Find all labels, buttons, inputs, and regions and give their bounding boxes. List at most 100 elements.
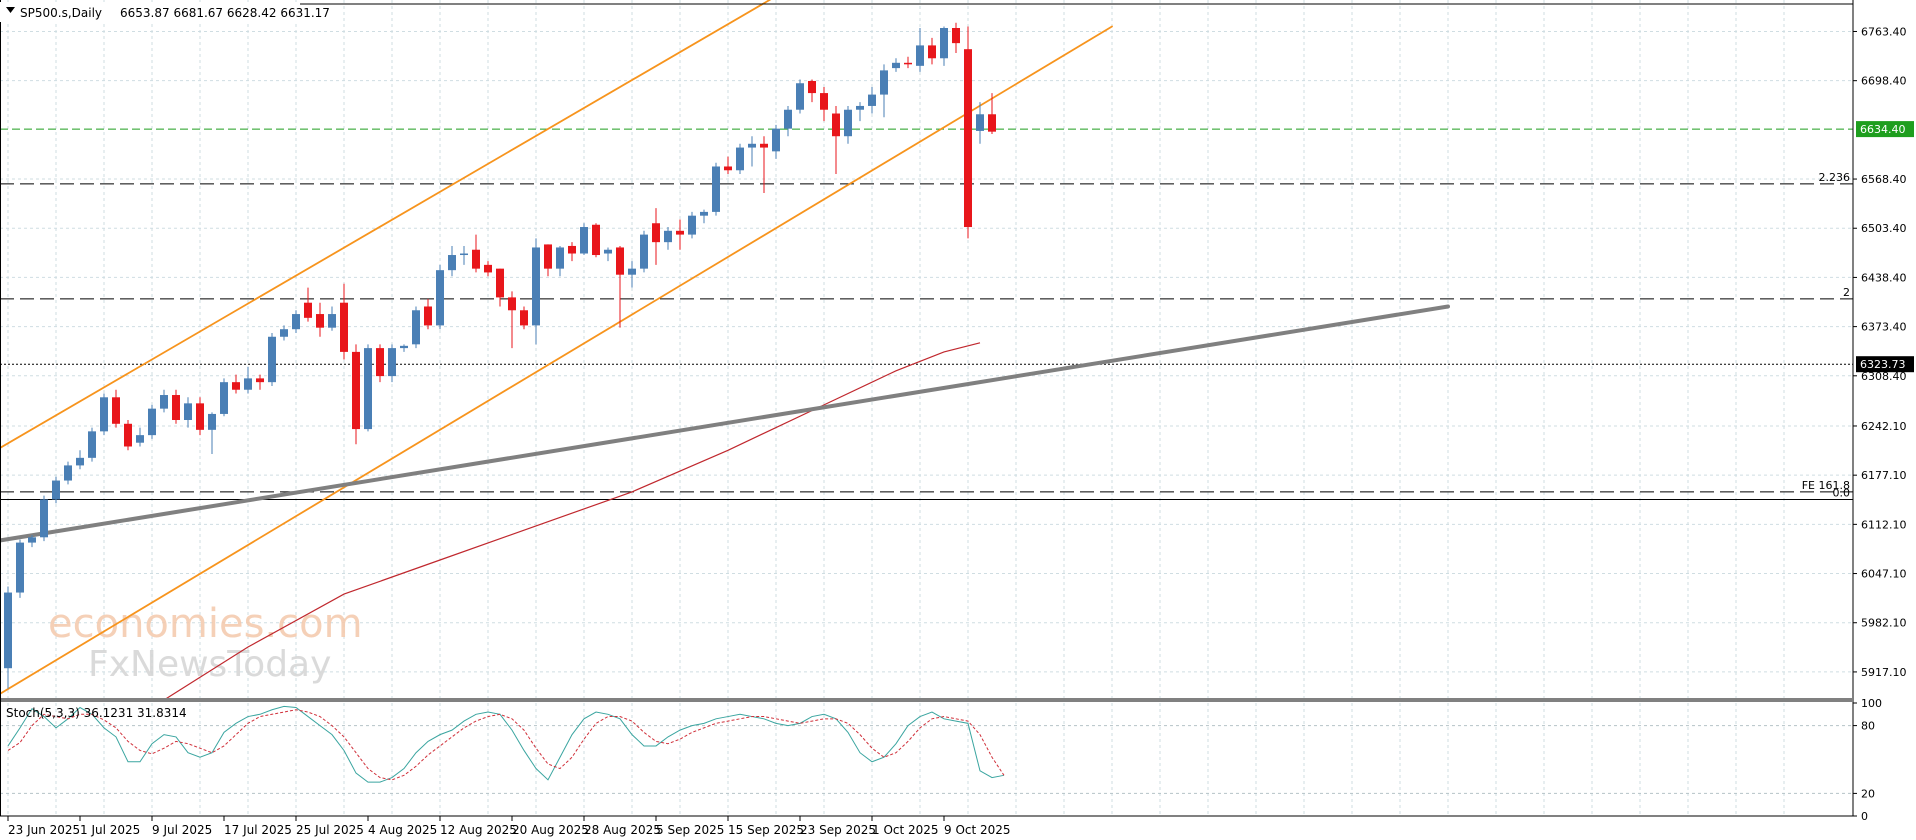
price-tick-label: 6112.10 (1861, 518, 1907, 531)
candle-body (160, 395, 168, 409)
candle-body (292, 314, 300, 330)
price-tick-label: 6568.40 (1861, 173, 1907, 186)
date-tick-label: 20 Aug 2025 (512, 823, 589, 837)
candle-body (340, 302, 348, 352)
candle-body (844, 109, 852, 137)
fib-level-label: 0.0 (1833, 486, 1851, 499)
date-tick-label: 23 Sep 2025 (800, 823, 876, 837)
candle-body (76, 457, 84, 466)
candle-body (124, 423, 132, 447)
candle-body (16, 542, 24, 593)
candle-body (64, 465, 72, 481)
date-tick-label: 12 Aug 2025 (440, 823, 517, 837)
candle-body (196, 403, 204, 430)
candle-body (136, 435, 144, 443)
moving-average-line (163, 342, 981, 701)
candle-body (4, 592, 12, 669)
date-tick-label: 1 Jul 2025 (80, 823, 140, 837)
ohlc-values: 6653.87 6681.67 6628.42 6631.17 (120, 6, 330, 20)
candle-body (628, 268, 636, 275)
price-tick-label: 6047.10 (1861, 568, 1907, 581)
candle-body (424, 306, 432, 326)
price-tick-label: 6373.40 (1861, 321, 1907, 334)
axes: 6763.40 6698.40 6568.40 6503.40 6438.40 6373.… (7, 25, 1907, 837)
candle-body (892, 62, 900, 69)
price-label-box (1856, 121, 1914, 138)
candle-body (880, 70, 888, 95)
candle-body (508, 297, 516, 311)
candle-body (436, 270, 444, 326)
trendline-long-term-support (0, 304, 1450, 543)
candle-body (868, 94, 876, 106)
candle-body (904, 62, 912, 65)
price-tick-label: 5982.10 (1861, 617, 1907, 630)
candle-body (148, 408, 156, 436)
candle-body (748, 143, 756, 148)
candle-body (856, 105, 864, 110)
candle-body (388, 348, 396, 377)
candle-body (700, 211, 708, 216)
candle-body (28, 537, 36, 543)
date-tick-label: 17 Jul 2025 (224, 823, 292, 837)
price-tick-label: 5917.10 (1861, 666, 1907, 679)
date-tick-label: 9 Jul 2025 (152, 823, 212, 837)
candle-body (640, 234, 648, 269)
price-tick-label: 6438.40 (1861, 271, 1907, 284)
price-label-box (1856, 356, 1914, 373)
candle-body (316, 314, 324, 328)
candle-body (772, 128, 780, 152)
watermark: economies.com FxNewsToday (48, 601, 363, 685)
price-label-text: 6634.40 (1860, 123, 1906, 136)
date-tick-label: 15 Sep 2025 (728, 823, 804, 837)
candle-body (592, 224, 600, 256)
moving-average (163, 342, 981, 701)
candle-body (232, 382, 240, 390)
candle-body (208, 413, 216, 430)
candle-body (616, 247, 624, 275)
price-labels: 6634.40 6323.73 (1856, 121, 1914, 373)
price-tick-label: 6177.10 (1861, 469, 1907, 482)
header-background (0, 2, 300, 22)
date-tick-label: 4 Aug 2025 (368, 823, 437, 837)
candlesticks (4, 22, 996, 689)
fib-level-label: FE 161.8 (1802, 479, 1850, 492)
candle-body (112, 397, 120, 424)
date-tick-label: 25 Jul 2025 (296, 823, 364, 837)
candle-body (364, 348, 372, 430)
candle-body (352, 351, 360, 430)
candle-body (256, 378, 264, 383)
candle-body (724, 166, 732, 171)
dropdown-triangle-icon[interactable] (6, 7, 15, 13)
candle-body (268, 336, 276, 383)
candle-body (832, 113, 840, 137)
candle-body (580, 227, 588, 254)
candle-body (496, 268, 504, 298)
candle-body (976, 114, 984, 131)
candle-body (964, 49, 972, 228)
candle-body (172, 395, 180, 420)
stoch-tick-label: 80 (1861, 720, 1875, 733)
stochastic-panel (0, 705, 1853, 794)
candle-body (532, 247, 540, 326)
candle-body (808, 80, 816, 94)
candle-body (652, 223, 660, 243)
candle-body (604, 249, 612, 254)
candle-body (40, 499, 48, 538)
fib-level-label: 2 (1843, 286, 1850, 299)
candle-body (940, 28, 948, 59)
candle-body (796, 83, 804, 110)
candle-body (916, 45, 924, 66)
candle-body (676, 230, 684, 235)
candle-body (400, 345, 408, 349)
candle-body (280, 329, 288, 337)
candle-body (556, 247, 564, 269)
candle-body (988, 114, 996, 132)
candle-body (760, 143, 768, 148)
watermark-line1: economies.com (48, 601, 363, 647)
candle-body (568, 245, 576, 254)
watermark-line2: FxNewsToday (88, 644, 331, 685)
chart-frame (0, 0, 1854, 817)
candle-body (784, 109, 792, 129)
